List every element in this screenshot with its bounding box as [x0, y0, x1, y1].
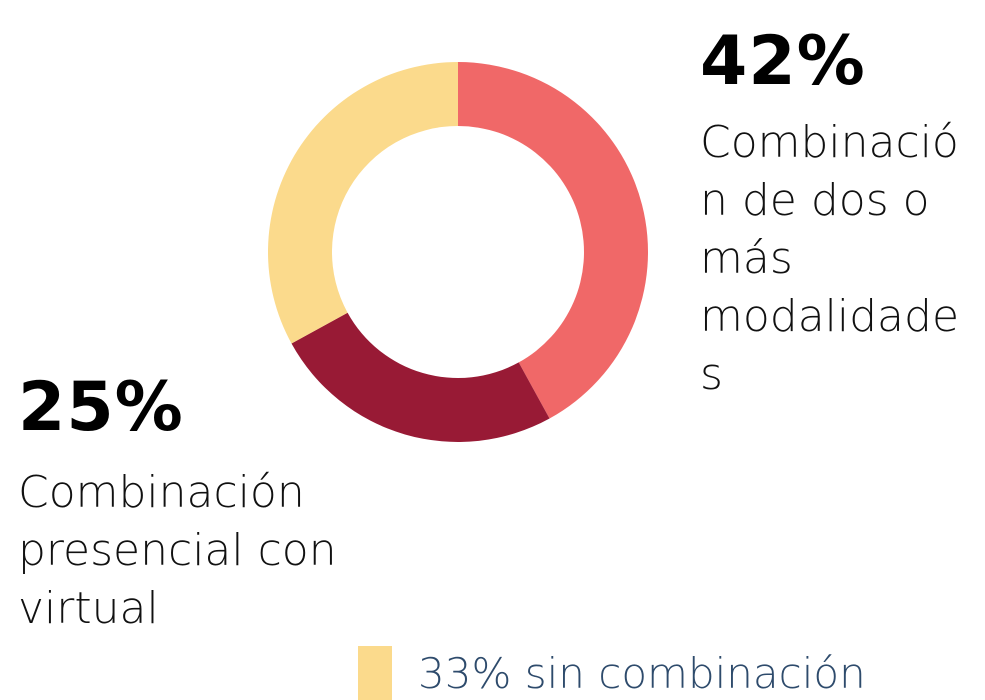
legend: 33% sin combinación — [358, 646, 866, 700]
donut-slice — [458, 62, 648, 419]
value-label: 42% — [700, 22, 866, 101]
value-label: 25% — [18, 368, 184, 447]
legend-swatch — [358, 646, 392, 700]
category-label: Combinación presencial con virtual — [18, 467, 337, 634]
donut-slice — [291, 312, 550, 442]
legend-value: 33% — [418, 648, 512, 698]
legend-entry: 33% sin combinación — [418, 649, 866, 698]
legend-label: sin combinación — [524, 648, 866, 698]
donut-slice — [268, 62, 458, 344]
category-label: Combinación de dos o más modalidades — [700, 117, 960, 400]
